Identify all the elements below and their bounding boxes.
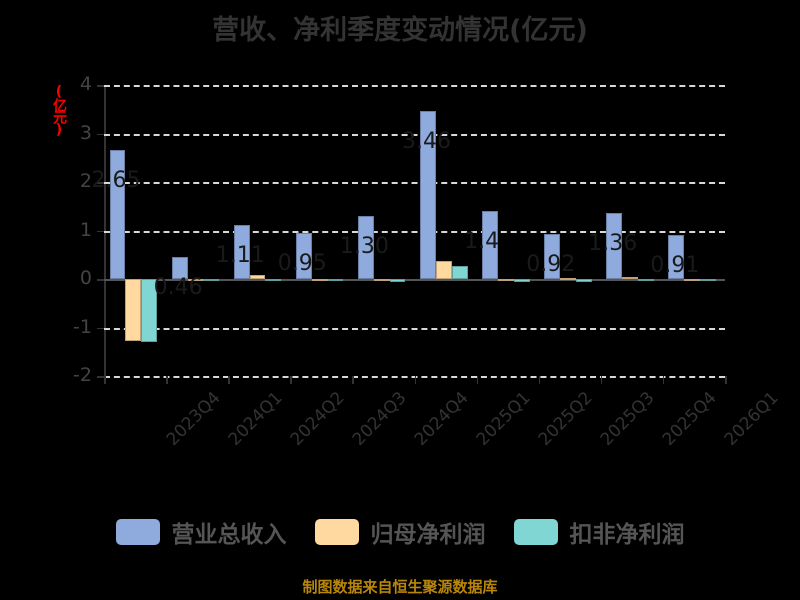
x-axis-tick-mark	[725, 376, 727, 384]
x-axis-tick-label: 2024Q2	[286, 388, 349, 450]
bar-2024Q4-营业总收入[interactable]	[357, 215, 374, 279]
x-axis-tick-mark	[290, 376, 292, 384]
y-axis-tick-mark	[97, 327, 104, 329]
legend-swatch-net-profit	[314, 519, 359, 545]
y-axis-tick-label: 2	[79, 170, 92, 192]
bar-2025Q3-扣非净利润[interactable]	[575, 279, 592, 282]
y-axis-tick-label: 0	[79, 267, 92, 289]
chart-title: 营收、净利季度变动情况(亿元)	[212, 15, 588, 46]
y-axis-tick-label: 1	[79, 218, 92, 241]
x-axis-tick-label: 2025Q3	[596, 388, 659, 450]
x-axis-tick-label: 2024Q3	[348, 388, 411, 450]
bar-2025Q2-归母净利润[interactable]	[498, 279, 514, 281]
legend-label-adjusted-profit: 扣非净利润	[569, 522, 685, 548]
y-axis-tick-mark	[97, 279, 104, 281]
x-axis-tick-label: 2024Q4	[410, 388, 473, 450]
y-axis-tick-label: 3	[79, 121, 92, 144]
x-axis-tick-mark	[476, 376, 479, 384]
bar-2026Q1-营业总收入[interactable]	[668, 234, 685, 279]
bar-2024Q1-归母净利润[interactable]	[187, 279, 204, 281]
bar-2025Q2-营业总收入[interactable]	[482, 211, 499, 279]
x-axis-tick-label: 2025Q4	[659, 388, 721, 450]
bar-2024Q4-归母净利润[interactable]	[373, 279, 390, 281]
legend-swatch-revenue	[115, 519, 160, 545]
bar-2024Q2-扣非净利润[interactable]	[265, 279, 282, 282]
y-axis-tick-mark	[97, 376, 104, 378]
legend-label-revenue: 营业总收入	[171, 522, 287, 548]
gridline	[104, 85, 725, 87]
bar-2025Q4-营业总收入[interactable]	[606, 213, 623, 279]
x-axis-tick-mark	[166, 376, 168, 384]
gridline	[104, 230, 725, 233]
bar-2024Q3-归母净利润[interactable]	[311, 279, 328, 281]
bar-2024Q2-营业总收入[interactable]	[233, 225, 250, 279]
bar-2023Q4-扣非净利润[interactable]	[141, 279, 158, 343]
gridline	[104, 279, 725, 281]
bar-2026Q1-归母净利润[interactable]	[684, 279, 701, 281]
x-axis-tick-mark	[662, 376, 665, 384]
x-axis-tick-label: 2025Q1	[472, 388, 535, 450]
bar-2025Q1-扣非净利润[interactable]	[451, 265, 468, 279]
bar-2025Q3-营业总收入[interactable]	[544, 234, 561, 279]
bar-2023Q4-营业总收入[interactable]	[109, 150, 126, 279]
bar-2023Q4-归母净利润[interactable]	[125, 279, 142, 342]
bar-2024Q4-扣非净利润[interactable]	[389, 279, 406, 283]
x-axis-tick-label: 2023Q4	[162, 388, 225, 450]
x-axis-tick-mark	[600, 376, 603, 384]
y-axis-tick-mark	[97, 133, 104, 135]
bar-2025Q1-归母净利润[interactable]	[435, 261, 452, 279]
y-axis-tick-label: -1	[73, 315, 92, 338]
bar-2024Q2-归母净利润[interactable]	[249, 275, 266, 279]
y-axis-title: (亿元)	[51, 84, 67, 136]
legend-label-net-profit: 归母净利润	[370, 522, 486, 548]
legend-item-adjusted-profit[interactable]: 扣非净利润	[513, 515, 685, 549]
y-axis-tick-mark	[97, 182, 104, 184]
y-axis-tick-label: 4	[79, 73, 92, 95]
x-axis-tick-mark	[538, 376, 541, 384]
x-axis-tick-label: 2026Q1	[721, 388, 784, 450]
bar-2024Q1-扣非净利润[interactable]	[203, 279, 220, 281]
legend-item-net-profit[interactable]: 归母净利润	[314, 515, 486, 549]
bar-2025Q1-营业总收入[interactable]	[420, 111, 436, 279]
bar-2025Q2-扣非净利润[interactable]	[513, 279, 530, 282]
y-axis-tick-mark	[97, 230, 104, 232]
legend-swatch-adjusted-profit	[513, 519, 558, 545]
bar-2026Q1-扣非净利润[interactable]	[700, 279, 716, 281]
x-axis-tick-label: 2024Q1	[224, 388, 287, 450]
x-axis-tick-mark	[228, 376, 230, 384]
bar-2024Q3-扣非净利润[interactable]	[327, 279, 344, 282]
gridline	[104, 182, 725, 184]
gridline	[104, 133, 725, 136]
x-axis-tick-label: 2025Q2	[534, 388, 597, 450]
chart-legend: 营业总收入 归母净利润 扣非净利润	[0, 515, 800, 549]
legend-item-revenue[interactable]: 营业总收入	[115, 515, 287, 549]
x-axis-tick-mark	[352, 376, 354, 384]
x-axis-tick-mark	[414, 376, 416, 384]
y-axis-tick-mark	[97, 85, 104, 87]
footer-note: 制图数据来自恒生聚源数据库	[302, 578, 498, 596]
bar-2024Q1-营业总收入[interactable]	[171, 256, 188, 279]
bar-2025Q3-归母净利润[interactable]	[560, 277, 576, 280]
bar-2024Q3-营业总收入[interactable]	[295, 232, 312, 279]
bar-2025Q4-扣非净利润[interactable]	[638, 279, 654, 281]
bar-2025Q4-归母净利润[interactable]	[622, 276, 639, 279]
x-axis-tick-mark	[104, 376, 106, 384]
gridline	[104, 327, 725, 330]
y-axis-tick-label: -2	[73, 364, 92, 386]
